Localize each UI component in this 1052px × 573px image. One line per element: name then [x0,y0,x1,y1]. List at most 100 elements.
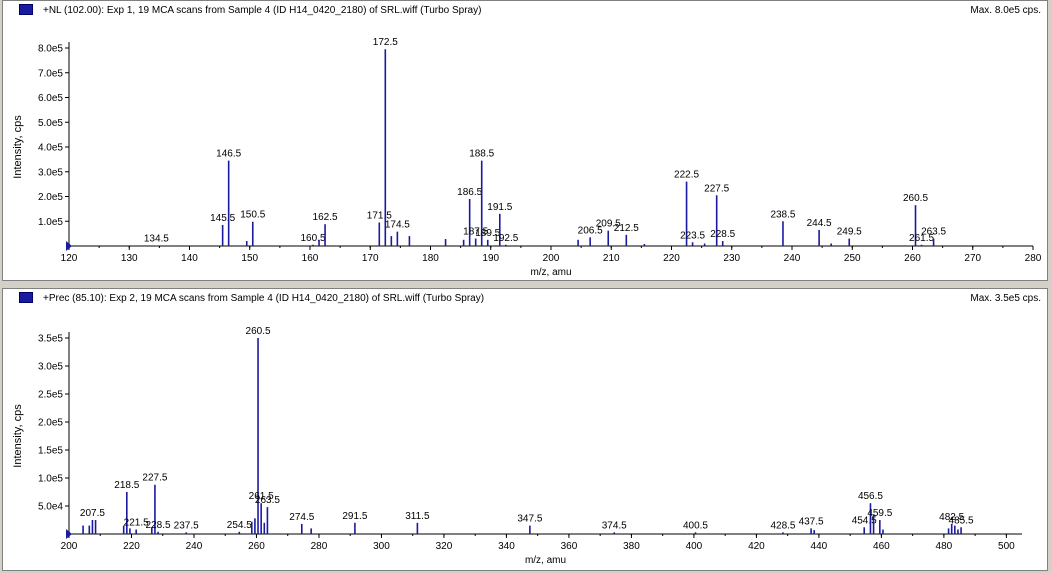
peak-label: 237.5 [174,520,199,531]
x-tick-label: 240 [186,541,203,552]
y-tick-label: 7.0e5 [38,68,63,79]
x-tick-label: 180 [422,253,439,264]
peak-label: 172.5 [373,37,398,48]
panel-title: +Prec (85.10): Exp 2, 19 MCA scans from … [43,293,485,304]
x-tick-label: 250 [844,253,861,264]
y-tick-label: 2.5e5 [38,390,63,401]
x-tick-label: 500 [998,541,1015,552]
peak-label: 347.5 [517,514,542,525]
x-tick-label: 380 [623,541,640,552]
peak-label: 192.5 [493,233,518,244]
peak-label: 274.5 [289,512,314,523]
peak-label: 260.5 [246,326,271,337]
peak-label: 150.5 [240,210,265,221]
x-tick-label: 200 [543,253,560,264]
peak-label: 311.5 [405,511,430,522]
x-tick-label: 210 [603,253,620,264]
peak-label: 186.5 [457,187,482,198]
peak-label: 209.5 [596,219,621,230]
peak-label: 263.5 [921,227,946,238]
peak-label: 222.5 [674,170,699,181]
peak-label: 221.5 [124,518,149,529]
peak-label: 223.5 [680,230,705,241]
x-tick-label: 150 [241,253,258,264]
y-tick-label: 1.5e5 [38,446,63,457]
y-tick-label: 1.0e5 [38,217,63,228]
peak-label: 261.5 [909,233,934,244]
peak-label: 437.5 [799,516,824,527]
x-tick-label: 170 [362,253,379,264]
x-axis-title: m/z, amu [525,555,566,566]
origin-marker-icon [66,529,72,539]
y-tick-label: 3.0e5 [38,167,63,178]
y-tick-label: 6.0e5 [38,93,63,104]
x-tick-label: 160 [302,253,319,264]
x-tick-label: 400 [686,541,703,552]
peak-label: 218.5 [114,480,139,491]
peak-label: 188.5 [469,149,494,160]
peak-label: 261.5 [249,491,274,502]
y-axis-title: Intensity, cps [12,404,24,468]
peak-label: 263.5 [255,495,280,506]
y-tick-label: 3.0e5 [38,362,63,373]
y-tick-label: 5.0e4 [38,502,63,513]
panel-header: +NL (102.00): Exp 1, 19 MCA scans from S… [3,1,1047,19]
x-axis-title: m/z, amu [530,267,571,278]
max-intensity-label: Max. 8.0e5 cps. [970,5,1041,16]
spectrum-panel-1: +NL (102.00): Exp 1, 19 MCA scans from S… [2,0,1048,281]
peak-label: 291.5 [342,511,367,522]
peak-label: 249.5 [837,227,862,238]
y-tick-label: 2.0e5 [38,418,63,429]
peak-label: 206.5 [578,225,603,236]
x-tick-label: 220 [663,253,680,264]
x-tick-label: 120 [61,253,78,264]
peak-label: 459.5 [867,508,892,519]
x-tick-label: 440 [811,541,828,552]
y-tick-label: 2.0e5 [38,192,63,203]
peak-label: 227.5 [704,183,729,194]
x-tick-label: 280 [1025,253,1042,264]
peak-label: 228.5 [146,520,171,531]
peak-label: 207.5 [80,508,105,519]
spectrum-plot-1[interactable]: 120 130 140 150 160 170 180 190 200 210 220 230 240 2… [3,1,1047,280]
y-tick-label: 5.0e5 [38,118,63,129]
x-tick-label: 300 [373,541,390,552]
peak-label: 212.5 [614,223,639,234]
peak-label: 191.5 [487,202,512,213]
trace-legend-swatch[interactable] [19,292,33,303]
x-tick-label: 240 [784,253,801,264]
x-tick-label: 140 [181,253,198,264]
x-tick-label: 130 [121,253,138,264]
x-tick-label: 200 [61,541,78,552]
x-tick-label: 480 [936,541,953,552]
peak-label: 238.5 [770,209,795,220]
x-tick-label: 320 [436,541,453,552]
x-tick-label: 190 [482,253,499,264]
peak-label: 145.5 [210,213,235,224]
y-tick-label: 8.0e5 [38,44,63,55]
panel-header: +Prec (85.10): Exp 2, 19 MCA scans from … [3,289,1047,307]
origin-marker-icon [66,241,72,251]
peak-label: 228.5 [710,229,735,240]
peak-label: 160.5 [300,233,325,244]
peak-label: 456.5 [858,491,883,502]
peak-label: 254.5 [227,520,252,531]
y-tick-label: 4.0e5 [38,143,63,154]
peak-label: 134.5 [144,234,169,245]
spectrum-plot-2[interactable]: 200 220 240 260 280 300 320 340 360 380 400 420 440 4… [3,289,1047,570]
x-tick-label: 230 [723,253,740,264]
x-tick-label: 220 [123,541,140,552]
x-tick-label: 260 [248,541,265,552]
peak-label: 454.5 [852,515,877,526]
peak-label: 244.5 [807,218,832,229]
peak-label: 171.5 [367,210,392,221]
peak-label: 146.5 [216,149,241,160]
y-tick-label: 1.0e5 [38,474,63,485]
peak-label: 485.5 [949,515,974,526]
max-intensity-label: Max. 3.5e5 cps. [970,293,1041,304]
x-tick-label: 270 [964,253,981,264]
panel-title: +NL (102.00): Exp 1, 19 MCA scans from S… [43,5,482,16]
peak-label: 260.5 [903,193,928,204]
peak-label: 374.5 [602,520,627,531]
trace-legend-swatch[interactable] [19,4,33,15]
